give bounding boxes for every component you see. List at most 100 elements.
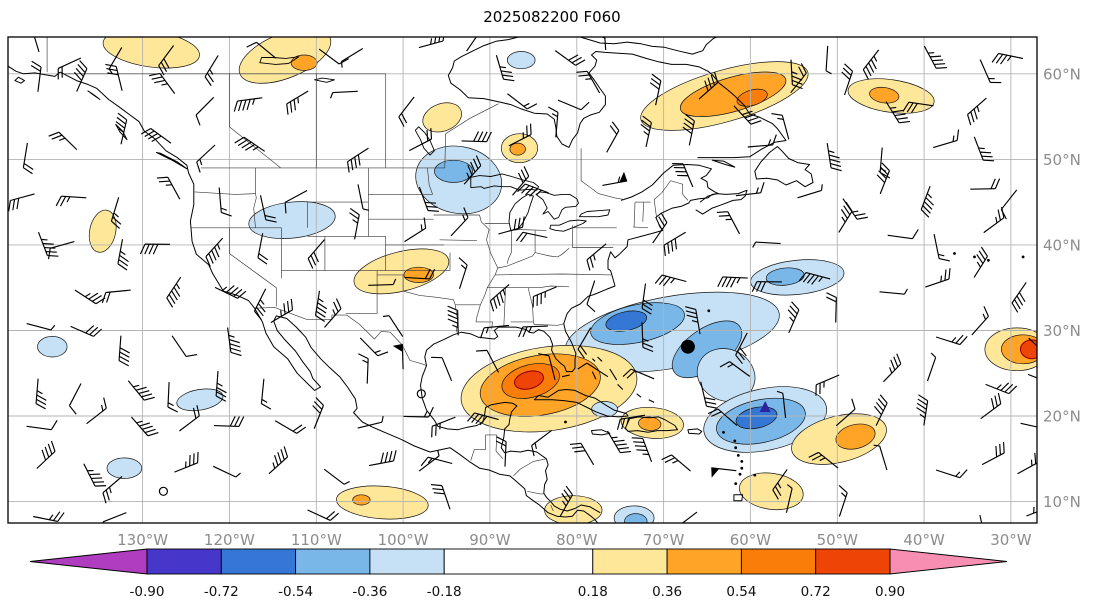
wind-barb bbox=[887, 229, 919, 240]
wind-barb bbox=[557, 99, 590, 111]
lon-tick-label: 120°W bbox=[204, 531, 255, 549]
political-border bbox=[653, 199, 658, 219]
wind-barb bbox=[431, 416, 456, 438]
wind-barb bbox=[826, 143, 842, 172]
wind-barb bbox=[359, 337, 389, 357]
colorbar-over-arrow bbox=[889, 548, 1008, 575]
wind-barb bbox=[663, 231, 686, 257]
wind-barb bbox=[115, 112, 128, 145]
wind-barb bbox=[149, 72, 176, 94]
small-island-dot bbox=[733, 439, 737, 443]
wind-barb bbox=[700, 381, 718, 409]
lake-outline bbox=[259, 56, 300, 65]
wind-barb bbox=[652, 212, 668, 244]
wind-barb bbox=[286, 90, 309, 115]
anomaly-region-plains-positive bbox=[353, 248, 450, 295]
small-island-dash bbox=[591, 371, 597, 380]
wind-barb bbox=[538, 353, 556, 381]
wind-barb bbox=[307, 239, 325, 269]
wind-barb bbox=[790, 59, 803, 90]
island-outline bbox=[733, 494, 744, 502]
small-island-dot bbox=[722, 430, 725, 434]
wind-barb bbox=[967, 97, 987, 126]
political-border bbox=[633, 226, 649, 229]
wind-barb bbox=[495, 55, 515, 82]
wind-barb bbox=[576, 70, 601, 94]
wind-barb bbox=[358, 353, 369, 384]
wind-barb bbox=[747, 134, 777, 148]
colorbar-tick-label: -0.36 bbox=[352, 584, 387, 600]
wind-barb bbox=[479, 324, 510, 339]
wind-barb bbox=[798, 271, 831, 285]
political-border bbox=[633, 202, 636, 228]
colorbar-segment bbox=[592, 548, 668, 575]
lon-tick-label: 30°W bbox=[990, 531, 1032, 549]
political-border bbox=[376, 270, 404, 292]
wind-barb bbox=[672, 163, 694, 188]
wind-barb bbox=[622, 368, 655, 380]
lat-tick-label: 20°N bbox=[1043, 408, 1081, 426]
wind-barb bbox=[110, 197, 122, 229]
anomaly-region-epac-positive bbox=[352, 494, 371, 506]
anomaly-region-guiana-positive bbox=[739, 472, 804, 511]
barb-pennant bbox=[392, 343, 403, 353]
coastline-path bbox=[59, 71, 598, 523]
wind-barb bbox=[981, 441, 1005, 466]
political-border bbox=[444, 103, 499, 168]
wind-barb bbox=[776, 390, 787, 419]
small-island-dash bbox=[648, 399, 655, 403]
wind-barb bbox=[57, 57, 82, 80]
anomaly-region-manitoba-negative bbox=[434, 159, 473, 183]
wind-barb bbox=[274, 420, 307, 434]
colorbar-tick-label: -0.90 bbox=[130, 584, 165, 600]
wind-barb bbox=[450, 207, 469, 237]
colorbar-segment bbox=[443, 548, 594, 575]
anomaly-region-nwt-positive bbox=[102, 37, 200, 69]
lon-tick-label: 40°W bbox=[903, 531, 945, 549]
colorbar-segment bbox=[740, 548, 817, 575]
wind-barb bbox=[318, 48, 350, 65]
wind-barb bbox=[649, 73, 662, 106]
wind-barb bbox=[751, 281, 782, 292]
island-outline bbox=[14, 76, 25, 84]
wind-barb bbox=[935, 334, 968, 346]
anomaly-region-colombia-negative bbox=[624, 513, 648, 523]
wind-barb bbox=[676, 511, 698, 523]
wind-barb bbox=[790, 63, 807, 94]
political-border bbox=[487, 285, 570, 289]
small-island-dash bbox=[609, 368, 618, 381]
island-outline bbox=[754, 146, 814, 188]
wind-barb bbox=[716, 211, 741, 235]
wind-barb bbox=[179, 405, 200, 432]
wind-barb bbox=[466, 37, 482, 52]
political-border bbox=[427, 167, 433, 195]
political-border bbox=[550, 504, 554, 512]
wind-barb bbox=[324, 298, 342, 328]
small-island-dot bbox=[1021, 255, 1025, 259]
wind-barb bbox=[418, 186, 439, 212]
wind-barb bbox=[577, 362, 609, 378]
lon-tick-label: 90°W bbox=[469, 531, 511, 549]
wind-barb bbox=[227, 327, 242, 357]
wind-barb bbox=[73, 60, 88, 92]
small-island-dot bbox=[753, 473, 757, 477]
wind-barb bbox=[717, 276, 748, 288]
lon-tick-label: 60°W bbox=[730, 531, 772, 549]
political-border bbox=[470, 434, 497, 461]
wind-barb bbox=[507, 93, 538, 110]
calm-wind-circle bbox=[158, 486, 168, 496]
wind-barb bbox=[26, 323, 56, 331]
wind-barb bbox=[55, 195, 87, 207]
island-outline bbox=[591, 429, 611, 436]
lon-tick-label: 50°W bbox=[817, 531, 859, 549]
anomaly-region-epac-positive bbox=[336, 485, 429, 520]
small-island-dot bbox=[564, 420, 567, 424]
wind-barb bbox=[268, 446, 289, 475]
political-border bbox=[527, 490, 545, 495]
barb-pennant bbox=[619, 171, 628, 183]
lon-tick-label: 130°W bbox=[117, 531, 168, 549]
wind-barb bbox=[1027, 373, 1037, 385]
wind-barb bbox=[569, 442, 595, 466]
wind-barb bbox=[882, 353, 902, 383]
small-island-dash bbox=[597, 356, 603, 362]
